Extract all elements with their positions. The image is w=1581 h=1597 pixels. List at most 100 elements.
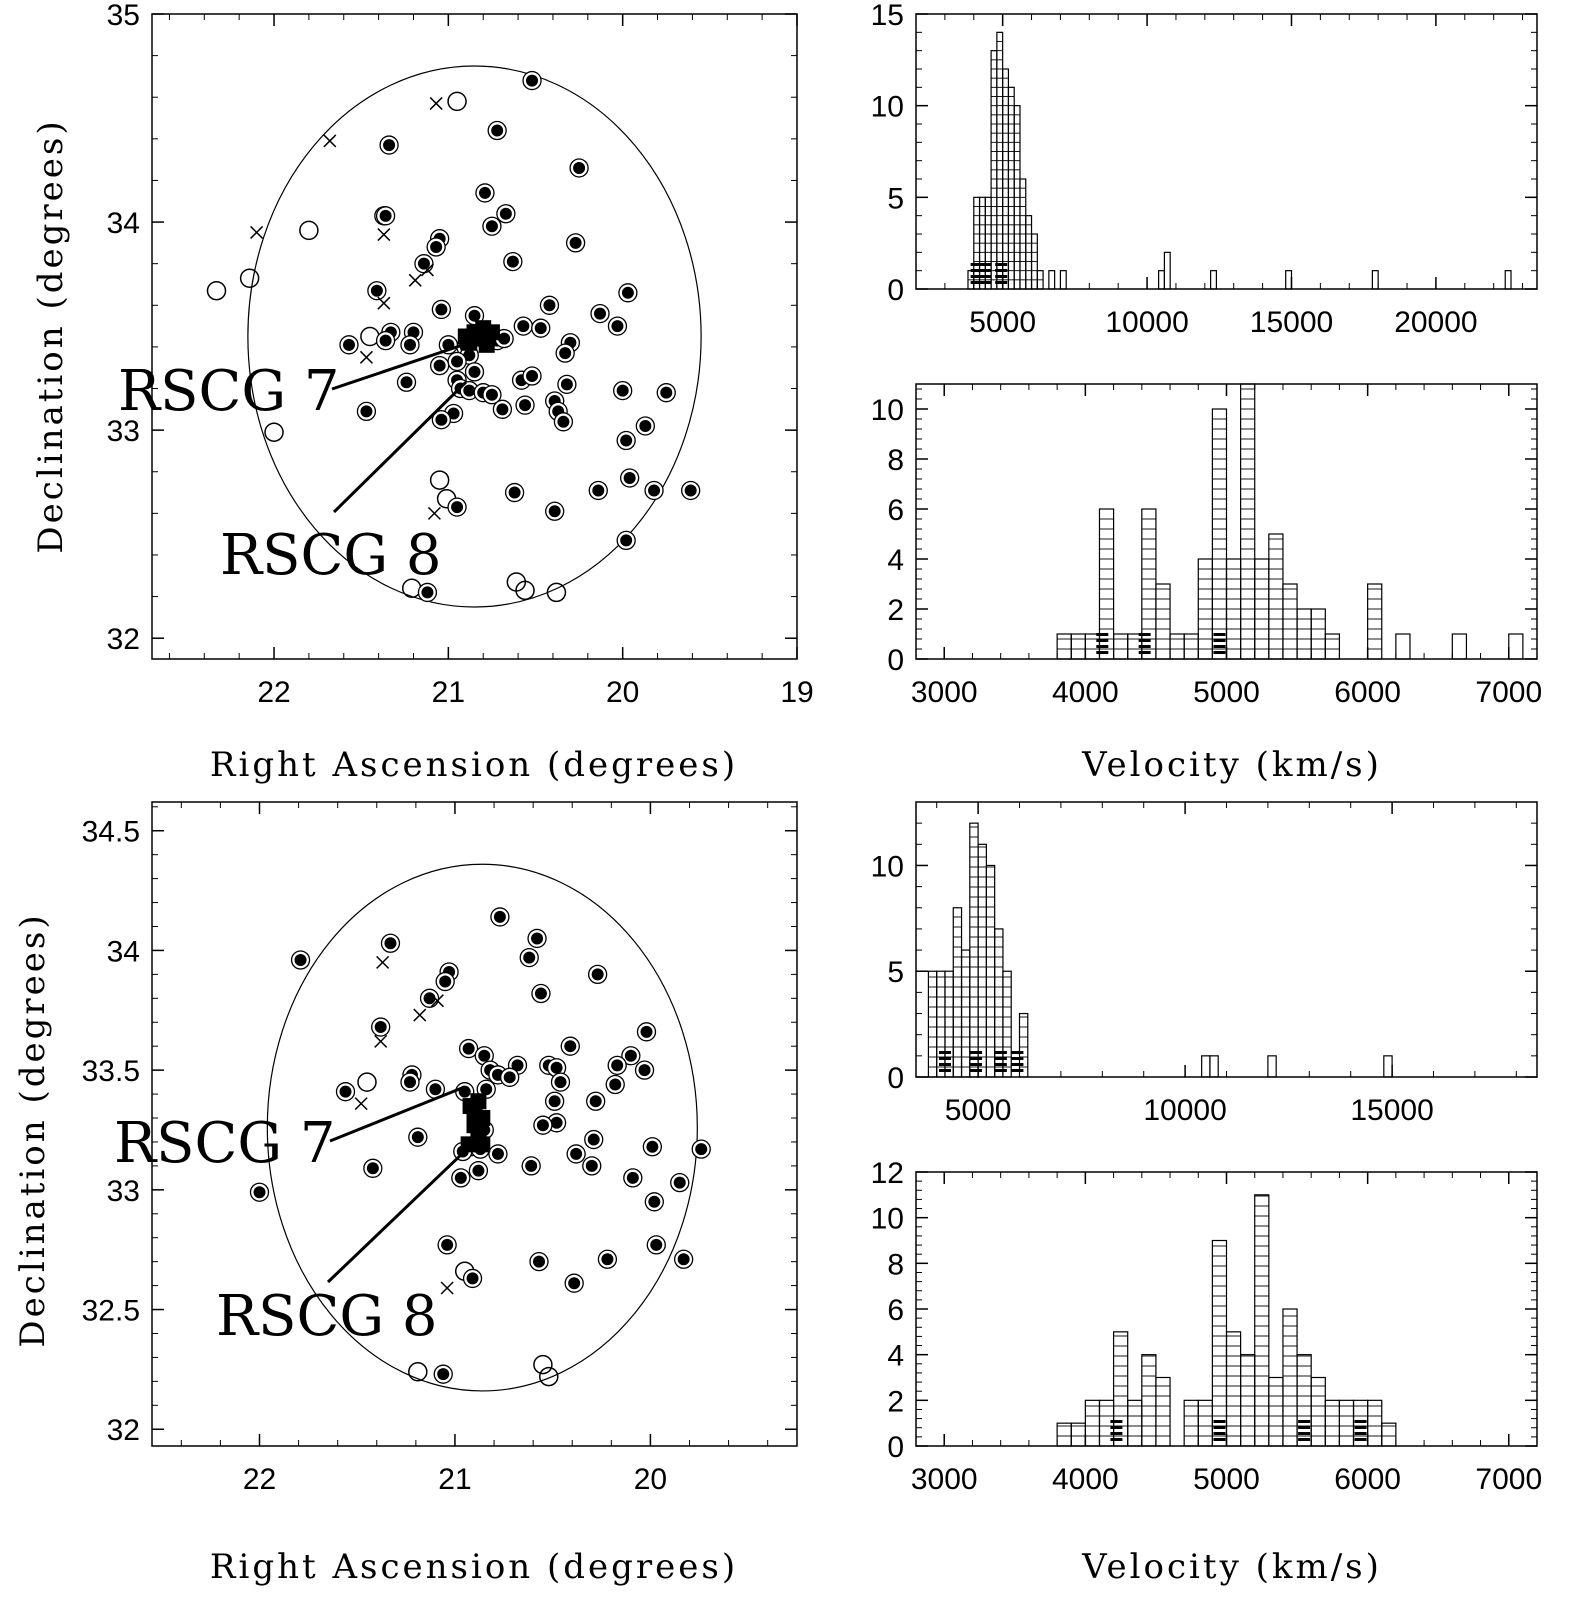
hist-zoom-bottom-group-marker [1354,1420,1367,1423]
sky-bottom-member-point [454,1171,467,1184]
hist-wide-bottom-panel: 5000 10000 15000 0 5 10 [871,801,1538,1127]
sky-bottom-member-point [339,1085,352,1098]
hist-zoom-bottom-group-marker [1354,1438,1367,1441]
hist-zoom-bottom-bar [1381,1422,1397,1447]
hist-zoom-bottom-xtick-label: 6000 [1334,1463,1401,1496]
hist-zoom-top-bar [1211,408,1228,660]
sky-top-member-point [560,378,573,391]
hist-wide-bottom-bar [977,843,987,1078]
sky-bottom-member-point [585,1159,598,1172]
sky-top-member-point [639,419,652,432]
hist-wide-top-ytick-label: 0 [887,274,904,307]
sky-top-nonmember-point [429,470,450,490]
sky-top-nonmember-point [546,582,567,603]
hist-zoom-top-bar [1324,633,1341,660]
sky-top-member-point [421,586,434,599]
hist-zoom-bottom-bar [1141,1354,1157,1447]
sky-bottom-core-point [466,1105,483,1122]
hist-wide-bottom-group-marker [938,1051,951,1054]
hist-zoom-bottom-group-marker [1213,1432,1226,1435]
hist-zoom-top-bar [1508,633,1524,660]
hist-wide-bottom-bar [960,949,971,1078]
hist-wide-bottom-group-marker [1011,1063,1024,1066]
sky-bottom-member-point [429,1083,442,1096]
sky-bottom-xtick-label: 20 [634,1463,667,1496]
sky-bottom-ytick-label: 34 [107,935,140,968]
sky-top-member-point [620,534,633,547]
sky-top-annotation-pointer [332,381,467,514]
sky-bottom-xlabel: Right Ascension (degrees) [210,1547,738,1587]
sky-bottom-member-point [533,1255,545,1268]
sky-bottom-nonmember-point [539,1366,559,1387]
hist-wide-top-bar [1504,270,1512,290]
hist-wide-top-group-marker [979,263,992,266]
sky-bottom-xtick-label: 21 [438,1463,471,1496]
sky-top-member-point [526,370,539,383]
sky-top-member-point [616,384,629,397]
sky-bottom-core-point [474,1136,491,1153]
sky-bottom-annotation-pointer [329,1085,466,1143]
hist-zoom-bottom-group-marker [1213,1426,1226,1429]
sky-top-member-point [435,303,448,316]
hist-zoom-bottom-bar [1197,1399,1213,1447]
hist-wide-top-group-marker [970,275,983,278]
hist-wide-bottom-group-marker [1011,1051,1024,1054]
sky-top-member-point [648,484,661,497]
sky-bottom-member-point [570,1147,583,1160]
sky-top-core-point [457,328,474,345]
sky-top-ylabel: Declination (degrees) [31,118,71,553]
hist-zoom-top-group-marker [1213,633,1226,636]
sky-bottom-panel: 22 21 20 32 32.5 33 33.5 34 34.5 RSCG 7 RSCG 8 [82,801,798,1496]
sky-top-member-point [379,334,392,347]
hist-zoom-bottom-bar [1338,1399,1355,1447]
sky-bottom-member-point [624,1049,637,1062]
hist-wide-bottom-bar [1209,1055,1219,1078]
hist-zoom-bottom-bar [1070,1422,1086,1447]
sky-top-member-point [478,186,491,199]
sky-top-cross-point [377,296,391,310]
hist-zoom-bottom-group-marker [1298,1426,1311,1429]
hist-wide-bottom-ytick-label: 10 [871,850,904,883]
hist-zoom-bottom-group-marker [1110,1438,1123,1441]
sky-bottom-member-point [523,951,536,964]
sky-top-member-point [370,284,383,297]
sky-bottom-cross-point [440,1281,454,1295]
sky-top-member-point [569,236,582,249]
hist-zoom-top-xtick-label: 3000 [911,676,978,709]
sky-top-xtick-label: 21 [432,676,465,709]
sky-bottom-member-point [648,1195,661,1208]
hist-wide-bottom-group-marker [970,1051,983,1054]
sky-top-core-point [483,324,500,341]
hist-wide-bottom-ytick-label: 0 [887,1062,904,1095]
hist-zoom-top-xtick-label: 4000 [1052,676,1119,709]
sky-top-member-point [451,355,464,368]
sky-top-member-point [383,139,396,152]
hist-wide-bottom-group-marker [938,1057,951,1060]
sky-top-member-point [611,320,624,333]
hist-wide-top-ytick-label: 10 [871,91,904,124]
sky-top-member-point [404,338,416,351]
sky-top-member-point [557,415,570,428]
sky-bottom-member-point [437,1368,450,1381]
sky-bottom-member-point [472,1164,485,1177]
hist-wide-bottom-group-marker [994,1069,1007,1072]
hist-zoom-top-bar [1056,633,1072,660]
hist-zoom-top-group-marker [1096,651,1109,654]
sky-bottom-member-point [366,1162,379,1175]
sky-top-cross-point [420,263,434,277]
sky-bottom-member-point [677,1253,690,1266]
sky-bottom-member-point [478,1049,491,1062]
hist-wide-top-group-marker [995,269,1008,272]
sky-bottom-cross-point [354,1097,368,1111]
hist-zoom-bottom-ytick-label: 10 [871,1203,904,1236]
hist-zoom-bottom-group-marker [1354,1432,1367,1435]
hist-zoom-top-xtick-label: 6000 [1334,676,1401,709]
sky-top-xtick-label: 22 [257,676,290,709]
sky-bottom-ytick-label: 32.5 [82,1295,140,1328]
hist-wide-bottom-bar [969,822,979,1078]
hist-zoom-bottom-group-marker [1213,1438,1226,1441]
sky-bottom-member-point [550,1116,563,1129]
sky-top-member-point [534,322,547,335]
hist-wide-bottom-bar [1002,970,1012,1078]
hist-zoom-bottom-bar [1183,1399,1199,1447]
